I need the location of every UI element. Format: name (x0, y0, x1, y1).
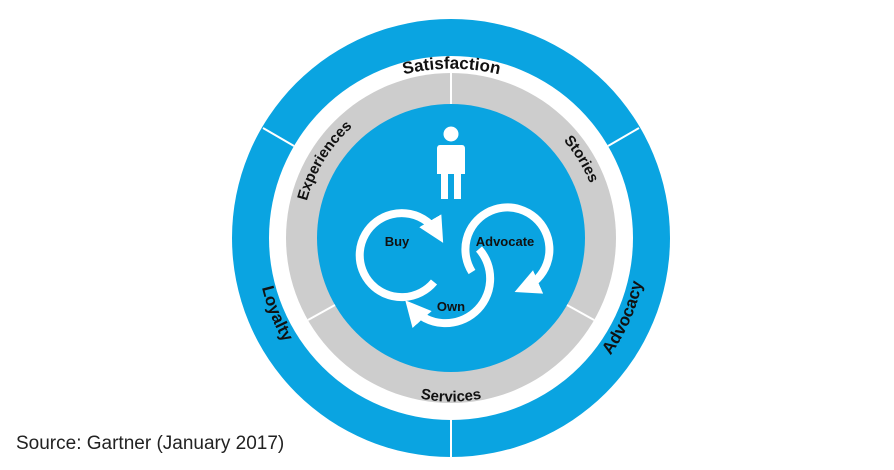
person-icon (437, 126, 465, 199)
own-cycle-arrow (405, 246, 495, 328)
middle-label-services: Services (420, 386, 483, 406)
outer-ring-divider (262, 127, 295, 147)
inner-disc (317, 104, 585, 372)
cycle-label-own: Own (437, 299, 465, 314)
buy-cycle-arrow (355, 209, 444, 302)
middle-ring-divider (307, 304, 336, 321)
outer-ring-divider (607, 127, 640, 147)
advocate-cycle-arrow (461, 203, 554, 294)
cycle-label-advocate: Advocate (476, 234, 535, 249)
cycle-arrows (355, 203, 554, 328)
middle-ring-divider (566, 304, 595, 321)
cycle-label-buy: Buy (385, 234, 410, 249)
source-caption: Source: Gartner (January 2017) (16, 433, 285, 454)
